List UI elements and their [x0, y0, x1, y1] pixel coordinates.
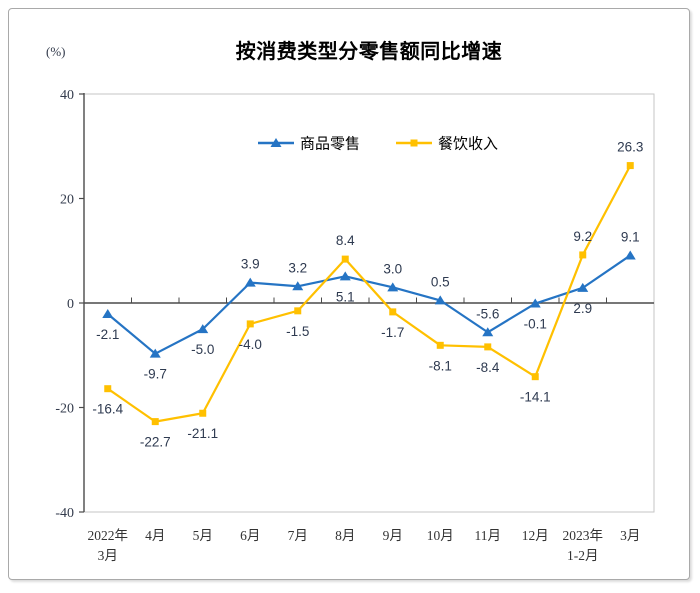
data-point-label: 2.9 — [573, 301, 592, 316]
data-point-marker — [294, 307, 302, 315]
x-tick-label: 11月 — [475, 528, 502, 543]
data-point-label: 3.9 — [241, 257, 260, 272]
data-point-label: -21.1 — [187, 426, 218, 441]
legend-label-goods-retail: 商品零售 — [300, 136, 360, 153]
x-tick-label: 1-2月 — [567, 548, 599, 563]
data-point-label: -4.0 — [239, 337, 262, 352]
y-tick-label: 0 — [67, 297, 74, 312]
x-tick-label: 10月 — [427, 528, 454, 543]
data-point-marker — [389, 308, 397, 316]
data-point-marker — [529, 298, 541, 308]
x-tick-label: 12月 — [522, 528, 549, 543]
data-point-marker — [577, 282, 589, 292]
data-point-marker — [149, 348, 161, 358]
data-point-label: 3.2 — [288, 260, 307, 275]
data-point-marker — [244, 277, 256, 287]
data-point-marker — [197, 324, 209, 334]
data-point-marker — [579, 251, 587, 259]
data-point-label: -5.6 — [476, 306, 499, 321]
data-point-marker — [434, 295, 446, 305]
legend-triangle-icon — [270, 138, 282, 147]
data-point-label: 3.0 — [383, 261, 402, 276]
data-point-marker — [151, 418, 159, 426]
data-point-marker — [102, 308, 114, 318]
data-point-marker — [484, 343, 492, 351]
data-point-label: -16.4 — [92, 402, 123, 417]
data-point-marker — [387, 282, 399, 292]
data-point-marker — [339, 271, 351, 281]
data-point-label: 5.1 — [336, 289, 355, 304]
data-point-label: 8.4 — [336, 233, 355, 248]
x-tick-label: 7月 — [288, 528, 308, 543]
data-point-label: -2.1 — [96, 327, 119, 342]
x-tick-label: 3月 — [98, 548, 118, 563]
y-tick-label: -20 — [55, 402, 74, 417]
y-tick-label: 40 — [60, 88, 74, 103]
y-axis-unit-label: (%) — [46, 44, 66, 59]
x-tick-label: 2023年 — [563, 528, 604, 543]
x-tick-label: 6月 — [240, 528, 260, 543]
data-point-marker — [246, 320, 254, 328]
data-point-label: -9.7 — [144, 367, 167, 382]
legend-square-icon — [410, 139, 418, 147]
y-tick-label: 20 — [60, 193, 74, 208]
data-point-marker — [436, 341, 444, 349]
legend-label-catering: 餐饮收入 — [438, 136, 498, 153]
x-tick-label: 2022年 — [88, 528, 129, 543]
data-point-marker — [626, 162, 634, 170]
y-tick-label: -40 — [55, 506, 74, 521]
data-point-label: -8.1 — [429, 358, 452, 373]
data-point-marker — [292, 281, 304, 291]
data-point-label: -0.1 — [524, 317, 547, 332]
data-point-label: 26.3 — [617, 140, 643, 155]
data-point-label: -1.7 — [381, 325, 404, 340]
data-point-label: -1.5 — [286, 324, 309, 339]
data-point-label: 9.2 — [573, 229, 592, 244]
data-point-marker — [531, 373, 539, 381]
data-point-marker — [482, 327, 494, 337]
data-point-marker — [104, 385, 112, 393]
series-line-catering — [107, 165, 632, 423]
chart-title: 按消费类型分零售额同比增速 — [235, 41, 503, 63]
x-tick-label: 4月 — [145, 528, 165, 543]
data-point-label: 0.5 — [431, 274, 450, 289]
data-point-label: -5.0 — [191, 342, 214, 357]
data-point-marker — [341, 255, 349, 263]
x-tick-label: 9月 — [383, 528, 403, 543]
data-point-marker — [199, 409, 207, 417]
data-point-label: -22.7 — [140, 435, 171, 450]
series-line-goods-retail — [107, 254, 631, 355]
data-point-label: -14.1 — [520, 390, 551, 405]
data-point-marker — [624, 250, 636, 260]
data-point-label: -8.4 — [476, 360, 500, 375]
data-point-label: 9.1 — [621, 229, 640, 244]
x-tick-label: 8月 — [335, 528, 355, 543]
x-tick-label: 5月 — [193, 528, 213, 543]
x-tick-label: 3月 — [620, 528, 640, 543]
chart-card — [8, 8, 690, 580]
